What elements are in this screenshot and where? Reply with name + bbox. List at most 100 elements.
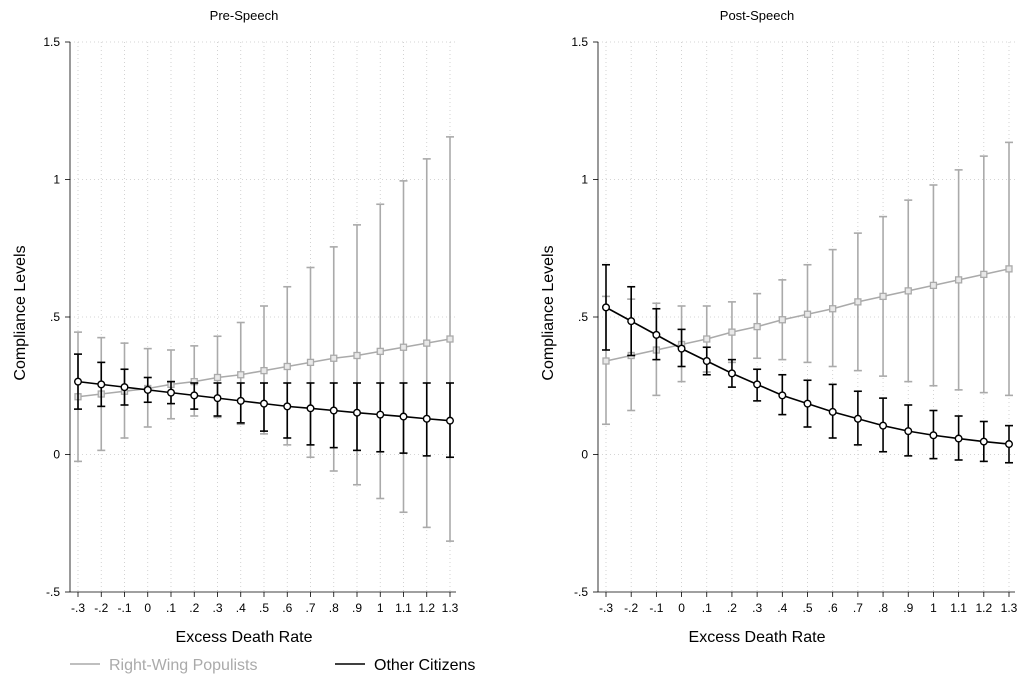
x-tick-label: .9 — [352, 601, 362, 615]
x-tick-label: .2 — [189, 601, 199, 615]
data-point — [828, 407, 837, 416]
x-tick-label: .3 — [752, 601, 762, 615]
panel-pre-speech: Pre-Speech Excess Death Rate Compliance … — [12, 8, 459, 646]
x-tick-label: 1 — [930, 601, 937, 615]
legend: Right-Wing Populists Other Citizens — [70, 657, 475, 674]
data-point — [120, 383, 129, 392]
y-axis-title: Compliance Levels — [12, 245, 29, 380]
data-point — [73, 377, 82, 386]
x-tick-label: .6 — [828, 601, 838, 615]
data-point — [306, 358, 315, 367]
data-point — [330, 354, 338, 362]
x-tick-label: 1.3 — [1001, 601, 1018, 615]
legend-label-other-citizens: Other Citizens — [374, 657, 475, 674]
data-point — [399, 343, 408, 351]
data-point — [602, 303, 611, 312]
y-tick-label: 0 — [53, 448, 60, 462]
y-tick-label: -.5 — [46, 585, 60, 599]
x-tick-label: .7 — [305, 601, 315, 615]
panel-title: Pre-Speech — [210, 8, 279, 23]
panel-title: Post-Speech — [720, 8, 794, 23]
data-point — [260, 399, 269, 408]
x-tick-label: .8 — [329, 601, 339, 615]
series-right-wing-populists — [74, 136, 454, 542]
data-point — [602, 357, 610, 365]
data-point — [778, 391, 787, 400]
y-tick-label: 0 — [581, 448, 588, 462]
x-axis-title: Excess Death Rate — [689, 629, 826, 646]
series-other-citizens — [73, 353, 455, 459]
data-point — [954, 276, 963, 284]
data-point — [213, 394, 222, 403]
data-point — [929, 431, 938, 440]
x-tick-label: 1.2 — [975, 601, 992, 615]
data-point — [854, 298, 862, 306]
data-point — [778, 316, 786, 324]
data-point — [728, 328, 736, 336]
x-tick-label: -.3 — [599, 601, 613, 615]
data-point — [446, 416, 455, 425]
y-tick-label: 1 — [53, 173, 60, 187]
x-tick-label: .5 — [802, 601, 812, 615]
data-point — [422, 414, 431, 423]
x-tick-label: -.3 — [71, 601, 85, 615]
gridlines — [70, 41, 456, 592]
data-point — [803, 310, 812, 318]
data-point — [853, 414, 862, 423]
y-tick-label: .5 — [50, 310, 60, 324]
x-axis-title: Excess Death Rate — [176, 629, 313, 646]
x-tick-label: .1 — [166, 601, 176, 615]
data-point — [979, 437, 988, 446]
data-point — [677, 344, 686, 353]
y-tick-label: 1.5 — [571, 35, 588, 49]
data-point — [904, 287, 912, 295]
x-tick-label: .2 — [727, 601, 737, 615]
x-tick-label: .4 — [777, 601, 787, 615]
x-tick-label: 0 — [144, 601, 151, 615]
x-tick-label: 1.1 — [395, 601, 412, 615]
x-tick-label: -.2 — [94, 601, 108, 615]
x-tick-label: -.1 — [649, 601, 663, 615]
data-point — [803, 399, 812, 408]
data-point — [753, 322, 761, 331]
data-point — [879, 421, 888, 430]
x-tick-label: .1 — [702, 601, 712, 615]
data-point — [306, 404, 315, 413]
series-other-citizens — [602, 263, 1014, 464]
x-tick-label: 1.2 — [418, 601, 435, 615]
data-point — [423, 339, 431, 347]
data-point — [260, 366, 268, 375]
data-point — [213, 373, 222, 382]
data-point — [97, 380, 106, 389]
data-point — [829, 305, 837, 313]
y-tick-label: .5 — [578, 310, 588, 324]
data-point — [446, 335, 454, 343]
data-point — [237, 371, 245, 379]
x-tick-label: 1 — [377, 601, 384, 615]
y-tick-label: -.5 — [574, 585, 588, 599]
data-point — [727, 369, 736, 378]
data-point — [980, 270, 988, 279]
data-point — [652, 330, 661, 339]
panel-post-speech: Post-Speech Excess Death Rate Compliance… — [540, 8, 1018, 646]
data-point — [236, 396, 245, 405]
x-tick-label: .4 — [236, 601, 246, 615]
y-tick-label: 1 — [581, 173, 588, 187]
x-tick-label: .7 — [853, 601, 863, 615]
data-point — [166, 388, 175, 397]
data-point — [879, 292, 887, 301]
x-tick-label: 0 — [678, 601, 685, 615]
y-tick-label: 1.5 — [43, 35, 60, 49]
data-point — [753, 380, 762, 389]
y-axis-title: Compliance Levels — [540, 245, 557, 380]
data-point — [353, 351, 361, 360]
data-point — [376, 347, 384, 356]
x-tick-label: .8 — [878, 601, 888, 615]
x-tick-label: .3 — [212, 601, 222, 615]
data-point — [329, 406, 338, 415]
x-tick-label: .5 — [259, 601, 269, 615]
data-point — [1005, 265, 1013, 273]
x-tick-label: .9 — [903, 601, 913, 615]
data-point — [954, 434, 963, 443]
